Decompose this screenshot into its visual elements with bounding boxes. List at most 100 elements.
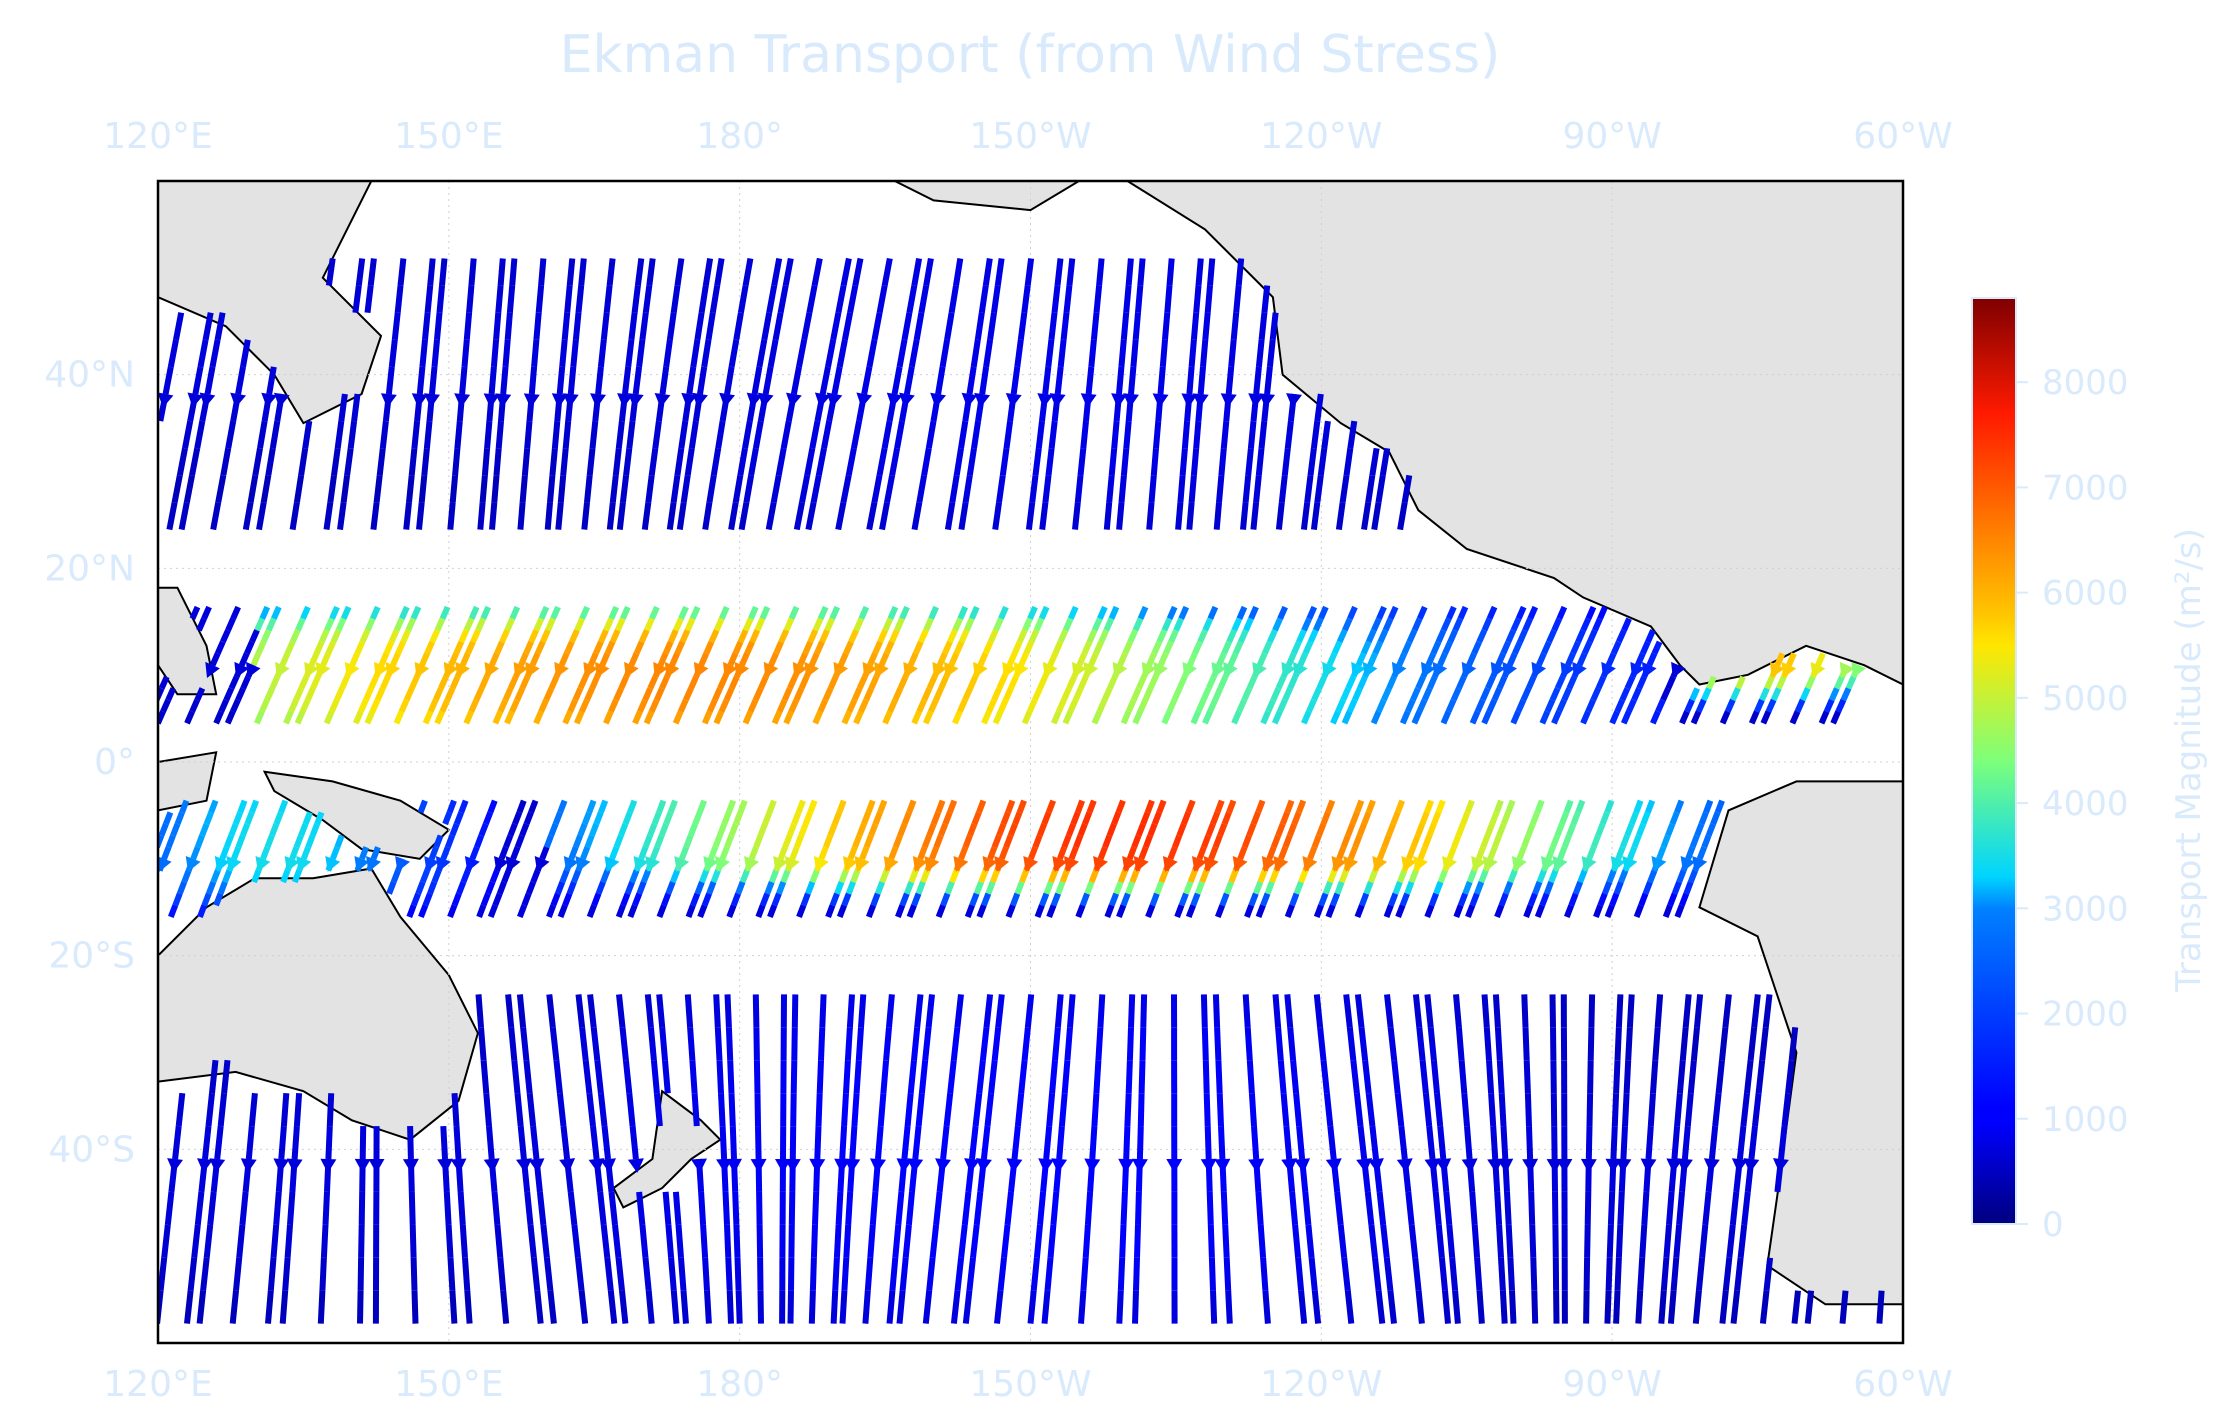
streamline-segment (991, 834, 1002, 849)
streamline-segment (988, 1059, 998, 1094)
streamline-segment (504, 710, 515, 725)
streamline-segment (325, 258, 336, 287)
streamline-segment (1599, 811, 1610, 826)
streamline-arrowhead (1203, 856, 1219, 872)
streamline-segment (1218, 1125, 1226, 1160)
streamline-arrowhead (1214, 1158, 1231, 1173)
streamline-segment (538, 258, 547, 286)
streamline-segment (685, 904, 696, 918)
streamline-segment (1255, 799, 1266, 814)
streamline-segment (308, 652, 320, 667)
streamline-arrowhead (1118, 1158, 1135, 1173)
streamline-arrowhead (366, 856, 381, 872)
streamline-segment (1446, 605, 1457, 620)
streamline-segment (1479, 687, 1491, 702)
streamline-segment (1544, 698, 1556, 713)
streamline-segment (1104, 904, 1115, 918)
streamline-segment (1489, 811, 1500, 826)
streamline-segment (1714, 799, 1725, 814)
streamline-segment (1046, 904, 1057, 918)
streamline-arrowhead (209, 1158, 226, 1173)
streamline-segment (207, 1191, 217, 1226)
streamline-segment (1323, 1092, 1334, 1127)
land-polygon-5 (158, 586, 218, 696)
streamline-segment (1425, 652, 1437, 667)
streamline-segment (444, 687, 456, 702)
streamline-segment (578, 1290, 589, 1324)
streamline-segment (1032, 447, 1042, 476)
streamline-segment (1645, 799, 1656, 814)
streamline-segment (706, 474, 717, 503)
streamline-segment (752, 420, 764, 449)
streamline-segment (587, 994, 597, 1028)
streamline-segment (586, 1092, 596, 1127)
colorbar-tick-label: 3000 (2042, 889, 2129, 929)
streamline-segment (1097, 994, 1106, 1028)
streamline-segment (265, 617, 277, 632)
streamline-segment (809, 1257, 817, 1291)
streamline-segment (638, 629, 650, 644)
streamline-segment (981, 710, 992, 725)
streamline-segment (1218, 448, 1227, 476)
streamline-segment (1388, 892, 1399, 907)
streamline-segment (1108, 605, 1120, 620)
streamline-segment (841, 312, 854, 341)
streamline-segment (1835, 698, 1847, 713)
streamline-arrowhead (435, 856, 451, 872)
streamline-segment (1266, 846, 1277, 860)
streamline-segment (749, 629, 761, 644)
streamline-segment (1301, 617, 1312, 632)
streamline-segment (502, 687, 514, 702)
streamline-segment (1539, 892, 1550, 907)
streamline-segment (1523, 904, 1534, 918)
streamline-segment (987, 629, 999, 644)
streamline-segment (407, 1126, 414, 1160)
streamline-segment (723, 687, 735, 702)
streamline-segment (1317, 1026, 1327, 1061)
streamline-segment (1605, 1257, 1613, 1291)
streamline-segment (1202, 710, 1213, 725)
streamline-segment (158, 822, 169, 837)
streamline-segment (911, 501, 923, 531)
streamline-segment (1120, 892, 1131, 907)
streamline-arrowhead (455, 661, 470, 678)
streamline-segment (1432, 1191, 1442, 1226)
streamline-arrowhead (896, 1158, 913, 1173)
streamline-segment (754, 1093, 761, 1127)
streamline-segment (278, 799, 289, 814)
streamline-segment (1397, 869, 1408, 884)
streamline-segment (1362, 1059, 1372, 1094)
streamline-arrowhead (368, 1159, 385, 1173)
streamline-segment (879, 869, 890, 884)
streamline-segment (514, 687, 526, 702)
streamline-segment (678, 605, 689, 620)
streamline-segment (824, 617, 835, 632)
streamline-segment (1505, 799, 1516, 814)
streamline-segment (176, 447, 188, 476)
streamline-segment (614, 617, 626, 632)
streamline-segment (645, 1290, 655, 1324)
streamline-segment (194, 1191, 205, 1226)
streamline-segment (511, 1059, 521, 1094)
streamline-segment (1595, 822, 1606, 837)
streamline-segment (788, 605, 800, 620)
streamline-segment (459, 366, 468, 395)
streamline-segment (851, 687, 863, 702)
streamline-segment (656, 994, 666, 1028)
streamline-segment (1282, 687, 1293, 702)
streamline-arrowhead (437, 1158, 453, 1173)
streamline-arrowhead (1461, 1158, 1478, 1173)
streamline-segment (867, 1224, 876, 1259)
streamline-segment (538, 605, 550, 620)
streamline-segment (1341, 1257, 1351, 1292)
streamline-segment (1113, 881, 1124, 895)
streamline-segment (918, 629, 929, 644)
streamline-arrowhead (214, 856, 230, 872)
streamline-segment (1150, 448, 1159, 476)
streamline-segment (963, 617, 975, 632)
streamline-segment (519, 822, 530, 837)
streamline-segment (1322, 881, 1333, 895)
streamline-segment (260, 629, 272, 644)
streamline-segment (1360, 640, 1372, 655)
streamline-segment (1216, 475, 1225, 503)
